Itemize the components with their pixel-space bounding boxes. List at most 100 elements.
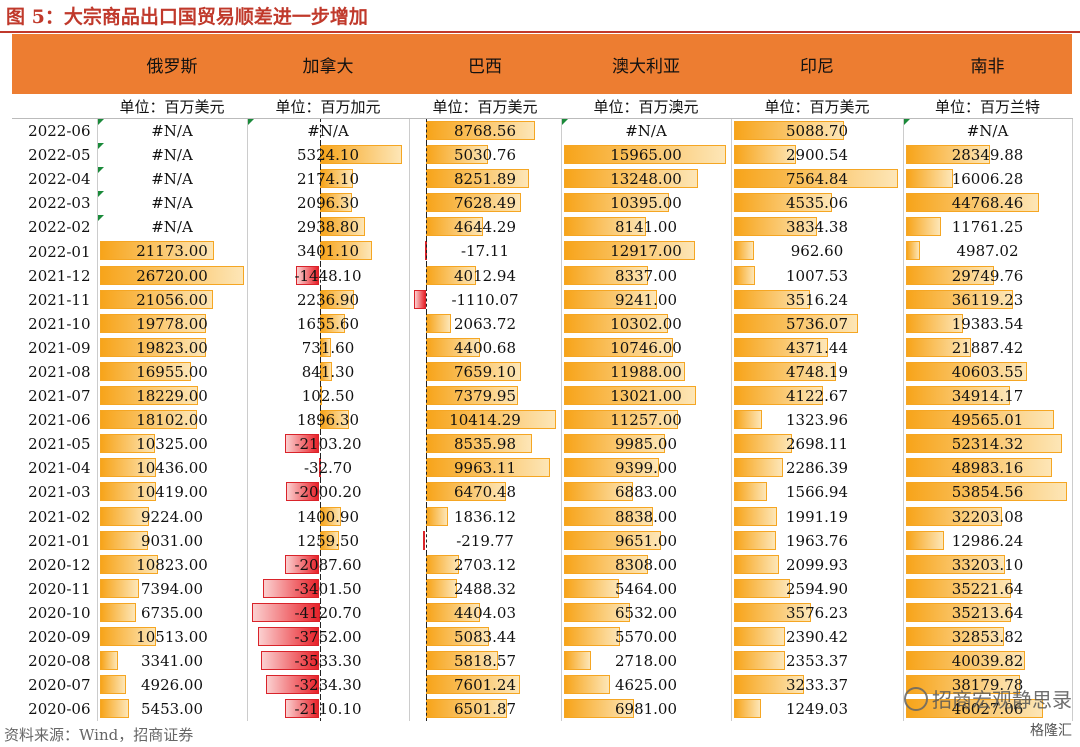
value-cell: 1991.19 bbox=[731, 504, 904, 529]
cell-value: 4748.19 bbox=[785, 362, 849, 381]
table-row: 2021-11 21056.00 2236.90 -1110.07 9241.00 351… bbox=[12, 287, 1073, 312]
value-cell: 9651.00 bbox=[561, 528, 732, 553]
value-cell: 7628.49 bbox=[409, 191, 562, 216]
table-row: 2020-08 3341.00 -3533.30 5818.57 2718.00 2353… bbox=[12, 649, 1073, 674]
data-bar bbox=[563, 482, 634, 502]
zero-axis-line bbox=[425, 384, 427, 409]
table-body: 2022-06 #N/A #N/A 8768.56 #N/A 5088.70 #N/A 202… bbox=[12, 118, 1073, 722]
value-cell: 21173.00 bbox=[97, 239, 248, 264]
cell-value: 7601.24 bbox=[453, 676, 517, 695]
zero-axis-line bbox=[319, 408, 321, 433]
error-flag-icon bbox=[97, 143, 104, 150]
cell-value: 962.60 bbox=[790, 242, 844, 261]
error-flag-icon bbox=[97, 167, 104, 174]
header-brazil: 巴西 bbox=[468, 56, 502, 77]
zero-axis-line bbox=[319, 600, 321, 625]
value-cell: 19823.00 bbox=[97, 335, 248, 360]
data-bar bbox=[563, 506, 654, 526]
unit-label: 单位：百万加元 bbox=[247, 94, 409, 119]
data-bar bbox=[563, 289, 658, 309]
data-bar bbox=[563, 386, 696, 406]
value-cell: 38179.78 bbox=[903, 673, 1073, 698]
cell-value: -4120.70 bbox=[294, 603, 362, 622]
row-date: 2020-06 bbox=[12, 697, 98, 722]
cell-value: 8535.98 bbox=[453, 435, 517, 454]
value-cell: 12917.00 bbox=[561, 239, 732, 264]
row-date: 2021-07 bbox=[12, 384, 98, 409]
value-cell: -32.70 bbox=[247, 456, 410, 481]
data-bar bbox=[905, 145, 991, 165]
header-australia: 澳大利亚 bbox=[612, 56, 680, 77]
data-bar bbox=[905, 458, 1052, 478]
data-bar bbox=[99, 699, 129, 719]
value-cell: 5570.00 bbox=[561, 624, 732, 650]
cell-value: 102.50 bbox=[301, 387, 355, 406]
cell-value: 3576.23 bbox=[785, 603, 849, 622]
value-cell: 3401.10 bbox=[247, 239, 410, 264]
cell-value: 28349.88 bbox=[951, 146, 1024, 165]
zero-axis-line bbox=[425, 528, 427, 553]
data-bar bbox=[563, 169, 698, 189]
cell-value: -3752.00 bbox=[294, 627, 362, 646]
data-bar bbox=[99, 434, 156, 454]
watermark-brand: 格隆汇 bbox=[1030, 723, 1072, 739]
row-date: 2020-11 bbox=[12, 576, 98, 601]
data-bar bbox=[905, 193, 1040, 213]
watermark-text: 招商宏观静思录 bbox=[932, 688, 1072, 712]
data-bar bbox=[733, 530, 777, 550]
value-cell: 10325.00 bbox=[97, 432, 248, 457]
cell-value: 9963.11 bbox=[453, 459, 517, 478]
value-cell: -2087.60 bbox=[247, 552, 410, 577]
cell-value: 2390.42 bbox=[785, 627, 849, 646]
value-cell: 2353.37 bbox=[731, 649, 904, 674]
data-bar bbox=[99, 361, 191, 381]
cell-value: 5083.44 bbox=[453, 627, 517, 646]
cell-value: -1448.10 bbox=[294, 266, 362, 285]
data-bar bbox=[284, 434, 320, 454]
value-cell: 21887.42 bbox=[903, 335, 1073, 360]
unit-label: 单位：百万美元 bbox=[409, 94, 561, 119]
zero-axis-line bbox=[319, 456, 321, 481]
row-date: 2021-03 bbox=[12, 480, 98, 505]
cell-value: 16006.28 bbox=[951, 170, 1024, 189]
data-bar bbox=[905, 699, 1044, 719]
cell-value: #N/A bbox=[307, 122, 349, 140]
value-cell: 7564.84 bbox=[731, 167, 904, 192]
zero-axis-line bbox=[425, 697, 427, 722]
data-bar bbox=[733, 217, 817, 237]
table-row: 2021-08 16955.00 841.30 7659.10 11988.00 4748… bbox=[12, 359, 1073, 385]
value-cell: 4748.19 bbox=[731, 359, 904, 385]
data-bar bbox=[905, 530, 945, 550]
data-bar bbox=[99, 506, 150, 526]
value-cell: 10823.00 bbox=[97, 552, 248, 577]
data-bar bbox=[733, 313, 858, 333]
value-cell: 4644.29 bbox=[409, 215, 562, 240]
row-date: 2021-10 bbox=[12, 311, 98, 336]
value-cell: -2000.20 bbox=[247, 480, 410, 505]
value-cell: 3341.00 bbox=[97, 649, 248, 674]
cell-value: #N/A bbox=[966, 122, 1009, 140]
zero-axis-line bbox=[425, 673, 427, 698]
cell-value: -3401.50 bbox=[294, 579, 362, 598]
value-cell: 4926.00 bbox=[97, 673, 248, 698]
cell-value: 12917.00 bbox=[610, 242, 682, 261]
data-bar bbox=[99, 289, 213, 309]
table-row: 2021-09 19823.00 731.60 4400.68 10746.00 4371… bbox=[12, 335, 1073, 360]
cell-value: 9651.00 bbox=[614, 531, 678, 550]
zero-axis-line bbox=[319, 528, 321, 553]
data-bar bbox=[733, 554, 780, 574]
zero-axis-line bbox=[319, 649, 321, 674]
cell-value: 32203.08 bbox=[951, 507, 1024, 526]
zero-axis-line bbox=[425, 119, 427, 144]
value-cell: 1259.50 bbox=[247, 528, 410, 553]
cell-value: 40603.55 bbox=[951, 362, 1024, 381]
value-cell: 15965.00 bbox=[561, 143, 732, 168]
table-row: 2021-01 9031.00 1259.50 -219.77 9651.00 1963.… bbox=[12, 528, 1073, 553]
cell-value: 21173.00 bbox=[136, 242, 208, 261]
value-cell: 1836.12 bbox=[409, 504, 562, 529]
value-cell: 8308.00 bbox=[561, 552, 732, 577]
cell-value: 6532.00 bbox=[614, 603, 678, 622]
cell-value: -2103.20 bbox=[294, 435, 362, 454]
value-cell: 5464.00 bbox=[561, 576, 732, 601]
row-date: 2021-11 bbox=[12, 287, 98, 312]
